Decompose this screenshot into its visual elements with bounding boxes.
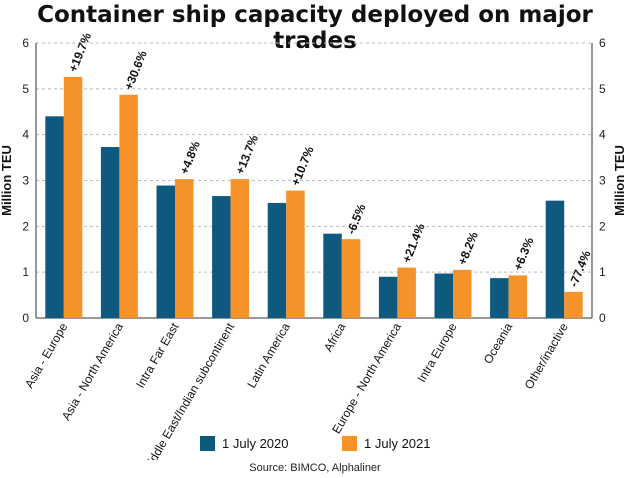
change-annotation: +30.6%	[121, 48, 149, 92]
change-annotation: +21.4%	[399, 221, 427, 265]
change-annotation: +6.3%	[511, 235, 537, 272]
bar-2021	[397, 267, 416, 318]
legend-label-2021: 1 July 2021	[364, 436, 431, 451]
y-tick-label-left: 1	[22, 265, 29, 279]
y-axis-title-right: Million TEU	[612, 145, 627, 216]
y-tick-label-left: 2	[22, 219, 29, 233]
x-tick-label: Asia - Europe	[22, 320, 71, 390]
change-annotation: +10.7%	[288, 144, 316, 188]
x-tick-label: Africa	[321, 320, 349, 354]
y-tick-label-right: 1	[599, 265, 606, 279]
bar-2020	[212, 196, 231, 318]
y-tick-label-left: 5	[22, 82, 29, 96]
y-tick-label-right: 3	[599, 174, 606, 188]
change-annotation: -6.5%	[344, 202, 369, 237]
bar-2020	[156, 185, 175, 318]
change-annotation: +4.8%	[177, 139, 203, 176]
bar-2021	[119, 94, 138, 319]
bar-2021	[286, 190, 305, 318]
legend-label-2020: 1 July 2020	[222, 436, 289, 451]
change-annotation: +8.2%	[455, 230, 481, 267]
bar-2021	[341, 239, 361, 318]
change-annotation: +19.7%	[66, 30, 94, 74]
x-tick-label: Other/inactive	[522, 320, 571, 391]
y-tick-label-right: 6	[599, 36, 606, 50]
x-tick-label: Oceania	[481, 320, 516, 366]
bar-2021	[508, 275, 528, 318]
y-axis-title-left: Million TEU	[0, 145, 14, 216]
y-tick-label-left: 4	[22, 128, 29, 142]
bar-2020	[434, 273, 453, 318]
bar-2021	[453, 269, 472, 318]
legend-swatch-2021	[342, 436, 357, 451]
bar-2021	[564, 291, 583, 318]
source-note: Source: BIMCO, Alphaliner	[249, 462, 381, 474]
bar-2020	[378, 276, 398, 318]
bar-2021	[63, 76, 83, 319]
legend-swatch-2020	[200, 436, 215, 451]
bar-2021	[175, 179, 194, 318]
y-tick-label-left: 3	[22, 174, 29, 188]
chart-title: Container ship capacity deployed on majo…	[37, 2, 593, 54]
y-tick-label-left: 6	[22, 36, 29, 50]
bar-2020	[45, 116, 64, 318]
bar-2020	[490, 278, 509, 318]
bar-2020	[323, 233, 342, 318]
bar-2021	[230, 179, 250, 318]
bar-2020	[100, 147, 120, 318]
y-tick-label-right: 2	[599, 219, 606, 233]
y-tick-label-left: 0	[22, 311, 29, 325]
change-annotation: -77.4%	[566, 248, 593, 289]
change-annotation: +13.7%	[233, 133, 261, 177]
y-tick-label-right: 4	[599, 128, 606, 142]
y-tick-label-right: 5	[599, 82, 606, 96]
bar-2020	[545, 200, 565, 318]
bar-2020	[267, 202, 287, 318]
x-tick-label: Asia - North America	[59, 320, 126, 423]
bar-chart: 0 0 1 1 2 2 3 3 4 4 5 5 6 6 Million TEU Million TEU +19.…	[0, 30, 627, 460]
x-tick-label: Intra Europe	[414, 320, 459, 384]
x-tick-label: Intra Far East	[133, 320, 182, 391]
y-tick-label-right: 0	[599, 311, 606, 325]
x-tick-label: Latin America	[244, 320, 293, 390]
